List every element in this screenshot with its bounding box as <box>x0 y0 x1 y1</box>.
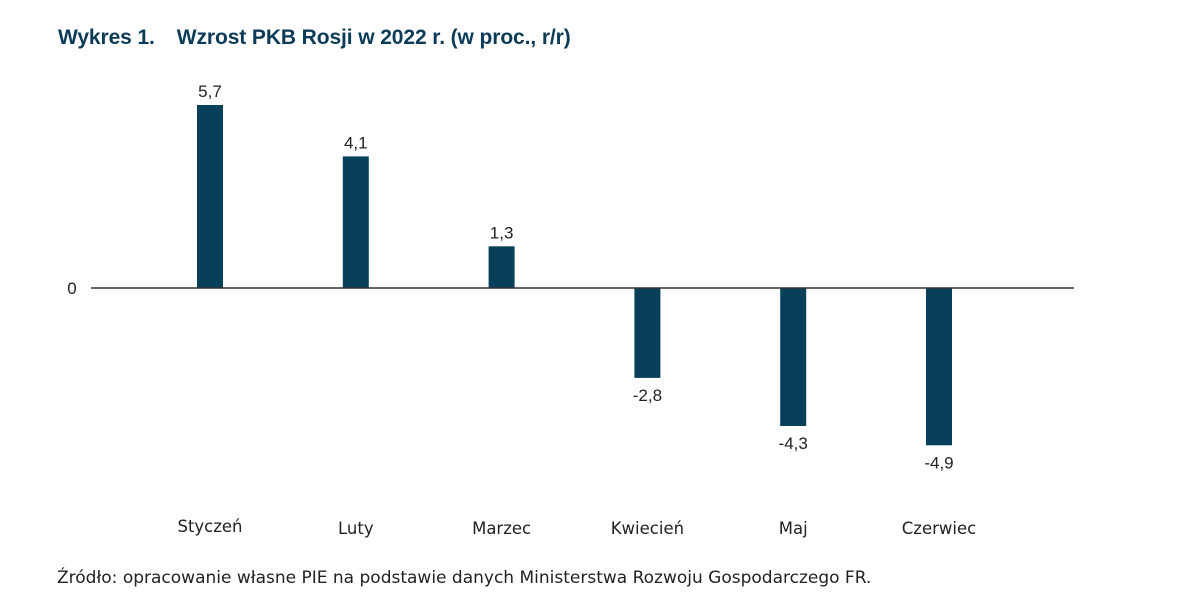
category-labels-group: Styczeń Luty Marzec Kwiecień Maj Czerwiec <box>177 517 976 538</box>
data-label-2: 1,3 <box>490 223 514 242</box>
chart-title: Wykres 1. Wzrost PKB Rosji w 2022 r. (w p… <box>58 26 571 50</box>
category-label-3: Kwiecień <box>611 519 684 538</box>
bar-1 <box>342 156 369 288</box>
bar-5 <box>926 288 952 446</box>
chart-number: Wykres 1. <box>58 26 155 49</box>
data-label-1: 4,1 <box>344 133 368 152</box>
bars-group <box>197 105 952 446</box>
data-label-5: -4,9 <box>924 453 953 472</box>
data-label-4: -4,3 <box>779 434 808 453</box>
chart-title-text: Wzrost PKB Rosji w 2022 r. (w proc., r/r… <box>176 26 571 49</box>
bar-2 <box>488 246 515 288</box>
data-label-3: -2,8 <box>633 386 662 405</box>
category-label-5: Czerwiec <box>902 519 976 538</box>
category-label-0: Styczeń <box>177 517 242 536</box>
category-label-2: Marzec <box>472 519 531 538</box>
data-label-0: 5,7 <box>198 82 222 101</box>
bar-3 <box>634 288 661 378</box>
category-label-4: Maj <box>779 519 808 538</box>
source-note: Źródło: opracowanie własne PIE na podsta… <box>57 568 872 588</box>
data-labels-group: 5,7 4,1 1,3 -2,8 -4,3 -4,9 <box>198 82 953 472</box>
category-label-1: Luty <box>338 519 374 538</box>
bar-4 <box>780 288 807 426</box>
y-tick-label: 0 <box>67 279 76 298</box>
bar-0 <box>197 105 223 288</box>
